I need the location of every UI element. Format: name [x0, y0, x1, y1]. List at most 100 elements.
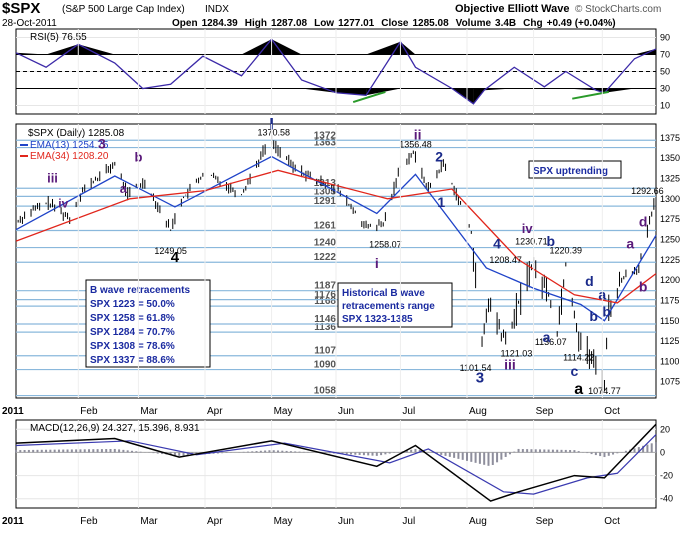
- symbol: $SPX: [2, 0, 40, 17]
- macd-histogram-bar: [28, 450, 30, 452]
- macd-histogram-bar: [603, 452, 605, 457]
- macd-histogram-bar: [350, 452, 352, 454]
- wave-label: 3: [98, 135, 106, 151]
- macd-histogram-bar: [445, 452, 447, 455]
- macd-histogram-bar: [62, 450, 64, 453]
- b-wave-box-line: SPX 1337 = 88.6%: [90, 355, 175, 366]
- b-wave-box-line: SPX 1284 = 70.7%: [90, 327, 175, 338]
- macd-histogram-bar: [599, 452, 601, 456]
- macd-histogram-bar: [290, 451, 292, 452]
- x-axis-label: Sep: [536, 406, 554, 417]
- macd-x-axis-label: Apr: [207, 516, 223, 527]
- close-value: 1285.08: [412, 18, 449, 29]
- macd-histogram-bar: [294, 451, 296, 452]
- price-annotation: 1258.07: [369, 240, 402, 250]
- macd-histogram-bar: [49, 450, 51, 453]
- ema13-legend: EMA(13) 1254.75: [30, 140, 109, 151]
- macd-x-axis-label: Oct: [604, 516, 620, 527]
- wave-label: iii: [47, 171, 58, 186]
- macd-histogram-bar: [140, 452, 142, 453]
- price-annotation: 1074.77: [588, 386, 621, 396]
- macd-histogram-bar: [58, 450, 60, 453]
- macd-histogram-bar: [655, 442, 657, 452]
- macd-histogram-bar: [45, 450, 47, 453]
- macd-histogram-bar: [92, 449, 94, 452]
- price-tick-label: 1125: [660, 336, 679, 346]
- macd-histogram-bar: [410, 450, 412, 453]
- x-axis-label: Apr: [207, 406, 223, 417]
- wave-label: a: [574, 381, 583, 398]
- macd-histogram-bar: [518, 449, 520, 452]
- price-tick-label: 1150: [660, 316, 679, 326]
- macd-histogram-bar: [268, 450, 270, 452]
- price-tick-label: 1250: [660, 234, 680, 244]
- macd-histogram-bar: [183, 452, 185, 455]
- wave-label: a: [626, 235, 634, 251]
- price-tick-label: 1175: [660, 295, 679, 305]
- macd-histogram-bar: [616, 452, 618, 453]
- price-title: $SPX (Daily) 1285.08: [28, 128, 125, 139]
- macd-histogram-bar: [595, 452, 597, 455]
- macd-histogram-bar: [71, 449, 73, 452]
- price-annotation: 1230.71: [515, 236, 548, 246]
- price-tick-label: 1100: [660, 356, 679, 366]
- fib-level-label: 1090: [314, 360, 337, 371]
- wave-label: 2: [435, 148, 443, 164]
- macd-histogram-bar: [273, 450, 275, 452]
- macd-histogram-bar: [453, 452, 455, 457]
- macd-x-axis-label: Aug: [469, 516, 487, 527]
- macd-histogram-bar: [363, 452, 365, 455]
- high-value: 1287.08: [271, 18, 308, 29]
- rsi-tick-label: 90: [660, 33, 670, 43]
- macd-histogram-bar: [329, 452, 331, 453]
- macd-histogram-bar: [591, 452, 593, 454]
- b-wave-box-line: SPX 1258 = 61.8%: [90, 313, 175, 324]
- macd-histogram-bar: [384, 452, 386, 454]
- fib-level-label: 1240: [314, 238, 337, 249]
- macd-histogram-bar: [79, 449, 81, 452]
- volume-label: Volume: [456, 18, 492, 29]
- volume-value: 3.4B: [495, 18, 516, 29]
- wave-label: c: [570, 363, 578, 379]
- macd-histogram-bar: [264, 451, 266, 453]
- rsi-tick-label: 70: [660, 50, 670, 60]
- wave-label: a: [543, 329, 551, 345]
- uptrend-box-text: SPX uptrending: [533, 166, 608, 177]
- macd-histogram-bar: [548, 450, 550, 453]
- macd-x-axis-label: May: [274, 516, 293, 527]
- macd-histogram-bar: [483, 452, 485, 464]
- macd-histogram-bar: [578, 451, 580, 452]
- low-label: Low: [314, 18, 334, 29]
- macd-histogram-bar: [15, 450, 17, 452]
- macd-histogram-bar: [75, 449, 77, 452]
- wave-label: 1: [437, 194, 445, 210]
- macd-histogram-bar: [479, 452, 481, 463]
- rsi-tick-label: 10: [660, 101, 670, 111]
- macd-histogram-bar: [552, 450, 554, 453]
- b-wave-box-line: SPX 1308 = 78.6%: [90, 341, 175, 352]
- macd-histogram-bar: [634, 448, 636, 452]
- rsi-tick-label: 50: [660, 67, 670, 77]
- price-tick-label: 1375: [660, 133, 680, 143]
- macd-histogram-bar: [251, 451, 253, 452]
- wave-label: iv: [58, 197, 68, 211]
- macd-histogram-bar: [298, 452, 300, 453]
- macd-histogram-bar: [569, 450, 571, 452]
- macd-histogram-bar: [19, 450, 21, 452]
- price-annotation: 1208.47: [489, 255, 522, 265]
- macd-histogram-bar: [243, 452, 245, 453]
- macd-histogram-bar: [354, 452, 356, 454]
- macd-histogram-bar: [573, 450, 575, 452]
- macd-title: MACD(12,26,9) 24.327, 15.396, 8.931: [30, 423, 200, 434]
- x-axis-label: Aug: [469, 406, 487, 417]
- macd-histogram-bar: [646, 445, 648, 453]
- wave-label: 3: [476, 370, 484, 387]
- macd-histogram-bar: [247, 452, 249, 453]
- b-wave-box-line: SPX 1223 = 50.0%: [90, 299, 175, 310]
- macd-x-axis-label: Jun: [338, 516, 354, 527]
- macd-histogram-bar: [492, 452, 494, 465]
- historical-box-line: retracements range: [342, 301, 435, 312]
- wave-label: a: [120, 181, 128, 196]
